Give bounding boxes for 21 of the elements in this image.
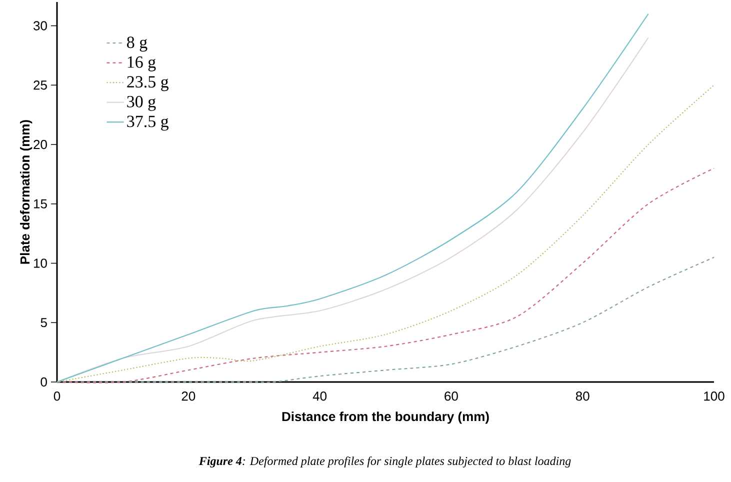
- legend-label: 8 g: [127, 36, 148, 52]
- y-tick-label: 20: [34, 140, 47, 150]
- x-tick-label: 0: [54, 392, 60, 401]
- x-tick-label: 80: [576, 392, 590, 401]
- x-tick-label: 60: [444, 392, 458, 401]
- y-axis-title: Plate deformation (mm): [20, 120, 32, 264]
- x-tick-label: 100: [704, 392, 724, 401]
- legend-label: 30 g: [127, 96, 156, 111]
- x-tick-label: 20: [182, 392, 196, 401]
- y-tick-label: 30: [34, 21, 47, 30]
- y-tick-label: 15: [34, 199, 47, 208]
- x-tick-label: 40: [312, 392, 327, 401]
- y-tick-label: 25: [34, 80, 47, 90]
- text: Figure 4: Deformed plate profiles for single plates subjected to blast loading: [198, 456, 571, 468]
- y-tick-label: 10: [34, 258, 47, 268]
- y-tick-label: 0: [40, 377, 47, 387]
- y-tick-label: 5: [40, 318, 47, 328]
- legend-label: 23.5 g: [127, 76, 169, 92]
- x-axis-title: Distance from the boundary (mm): [282, 412, 489, 424]
- legend-label: 16 g: [128, 56, 156, 72]
- legend-label: 37.5 g: [127, 116, 169, 131]
